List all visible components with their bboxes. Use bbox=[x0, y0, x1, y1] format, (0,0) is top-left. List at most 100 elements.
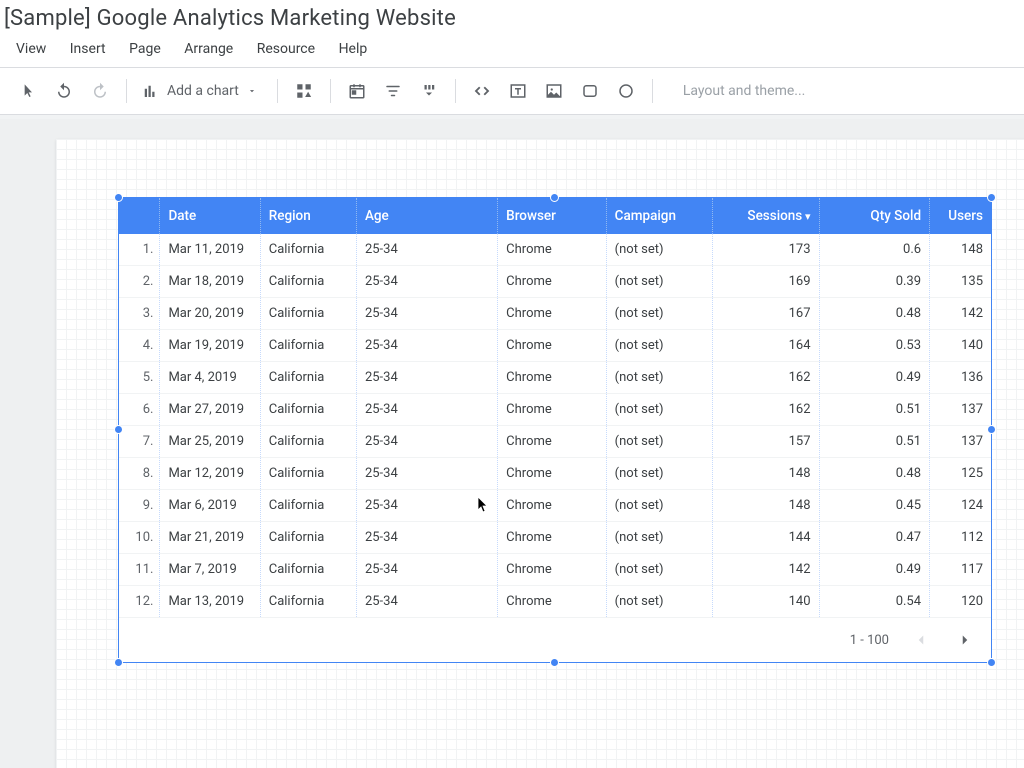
cell-sessions: 148 bbox=[713, 458, 819, 490]
cell-age: 25-34 bbox=[356, 586, 497, 618]
cell-region: California bbox=[260, 362, 356, 394]
cell-index: 11. bbox=[119, 554, 160, 586]
table-row[interactable]: 5.Mar 4, 2019California25-34Chrome(not s… bbox=[119, 362, 991, 394]
redo-button[interactable] bbox=[84, 75, 116, 107]
resize-handle-top-right[interactable] bbox=[987, 193, 996, 202]
data-table: Date Region Age Browser Campaign Session… bbox=[119, 198, 991, 618]
resize-handle-bottom-left[interactable] bbox=[114, 658, 123, 667]
add-chart-dropdown[interactable]: Add a chart bbox=[137, 75, 267, 107]
cell-campaign: (not set) bbox=[606, 426, 712, 458]
layout-theme-button[interactable]: Layout and theme... bbox=[683, 83, 806, 99]
add-chart-label: Add a chart bbox=[167, 83, 239, 99]
undo-button[interactable] bbox=[48, 75, 80, 107]
cell-age: 25-34 bbox=[356, 458, 497, 490]
resize-handle-mid-left[interactable] bbox=[114, 425, 123, 434]
cell-users: 140 bbox=[930, 330, 991, 362]
cell-sessions: 162 bbox=[713, 394, 819, 426]
cell-qty: 0.47 bbox=[819, 522, 930, 554]
pager-next-button[interactable] bbox=[953, 628, 977, 652]
cell-campaign: (not set) bbox=[606, 394, 712, 426]
cell-users: 136 bbox=[930, 362, 991, 394]
table-row[interactable]: 3.Mar 20, 2019California25-34Chrome(not … bbox=[119, 298, 991, 330]
table-row[interactable]: 8.Mar 12, 2019California25-34Chrome(not … bbox=[119, 458, 991, 490]
report-page[interactable]: Date Region Age Browser Campaign Session… bbox=[56, 139, 1024, 768]
table-row[interactable]: 11.Mar 7, 2019California25-34Chrome(not … bbox=[119, 554, 991, 586]
table-row[interactable]: 6.Mar 27, 2019California25-34Chrome(not … bbox=[119, 394, 991, 426]
rectangle-button[interactable] bbox=[574, 75, 606, 107]
table-header-row: Date Region Age Browser Campaign Session… bbox=[119, 198, 991, 234]
table-row[interactable]: 2.Mar 18, 2019California25-34Chrome(not … bbox=[119, 266, 991, 298]
select-tool[interactable] bbox=[12, 75, 44, 107]
cell-qty: 0.49 bbox=[819, 362, 930, 394]
cell-region: California bbox=[260, 554, 356, 586]
circle-button[interactable] bbox=[610, 75, 642, 107]
cell-users: 137 bbox=[930, 394, 991, 426]
resize-handle-top-center[interactable] bbox=[550, 193, 559, 202]
cell-sessions: 157 bbox=[713, 426, 819, 458]
cell-age: 25-34 bbox=[356, 426, 497, 458]
cell-region: California bbox=[260, 458, 356, 490]
pager-prev-button[interactable] bbox=[909, 628, 933, 652]
menu-arrange[interactable]: Arrange bbox=[174, 37, 243, 61]
cell-campaign: (not set) bbox=[606, 266, 712, 298]
cell-browser: Chrome bbox=[498, 522, 606, 554]
cell-campaign: (not set) bbox=[606, 490, 712, 522]
cell-qty: 0.53 bbox=[819, 330, 930, 362]
resize-handle-top-left[interactable] bbox=[114, 193, 123, 202]
cell-index: 4. bbox=[119, 330, 160, 362]
data-control-button[interactable] bbox=[413, 75, 445, 107]
menu-page[interactable]: Page bbox=[119, 37, 171, 61]
cell-index: 2. bbox=[119, 266, 160, 298]
toolbar-separator bbox=[652, 79, 653, 103]
filter-control-button[interactable] bbox=[377, 75, 409, 107]
table-row[interactable]: 10.Mar 21, 2019California25-34Chrome(not… bbox=[119, 522, 991, 554]
cell-region: California bbox=[260, 522, 356, 554]
col-header-age[interactable]: Age bbox=[356, 198, 497, 234]
menu-resource[interactable]: Resource bbox=[247, 37, 325, 61]
resize-handle-bottom-center[interactable] bbox=[550, 658, 559, 667]
col-header-index[interactable] bbox=[119, 198, 160, 234]
cell-region: California bbox=[260, 266, 356, 298]
resize-handle-mid-right[interactable] bbox=[987, 425, 996, 434]
col-header-browser[interactable]: Browser bbox=[498, 198, 606, 234]
cell-users: 120 bbox=[930, 586, 991, 618]
text-button[interactable] bbox=[502, 75, 534, 107]
menu-view[interactable]: View bbox=[6, 37, 56, 61]
table-row[interactable]: 7.Mar 25, 2019California25-34Chrome(not … bbox=[119, 426, 991, 458]
cell-browser: Chrome bbox=[498, 426, 606, 458]
cell-qty: 0.49 bbox=[819, 554, 930, 586]
col-header-campaign[interactable]: Campaign bbox=[606, 198, 712, 234]
cell-index: 6. bbox=[119, 394, 160, 426]
cell-users: 117 bbox=[930, 554, 991, 586]
cell-index: 10. bbox=[119, 522, 160, 554]
cell-qty: 0.51 bbox=[819, 394, 930, 426]
menu-insert[interactable]: Insert bbox=[60, 37, 116, 61]
table-row[interactable]: 12.Mar 13, 2019California25-34Chrome(not… bbox=[119, 586, 991, 618]
pager-range: 1 - 100 bbox=[850, 633, 889, 648]
date-range-button[interactable] bbox=[341, 75, 373, 107]
canvas[interactable]: Date Region Age Browser Campaign Session… bbox=[0, 119, 1024, 768]
community-viz-button[interactable] bbox=[288, 75, 320, 107]
resize-handle-bottom-right[interactable] bbox=[987, 658, 996, 667]
col-header-sessions[interactable]: Sessions bbox=[713, 198, 819, 234]
table-row[interactable]: 4.Mar 19, 2019California25-34Chrome(not … bbox=[119, 330, 991, 362]
cell-users: 124 bbox=[930, 490, 991, 522]
cell-age: 25-34 bbox=[356, 362, 497, 394]
image-button[interactable] bbox=[538, 75, 570, 107]
col-header-date[interactable]: Date bbox=[160, 198, 260, 234]
document-title[interactable]: [Sample] Google Analytics Marketing Webs… bbox=[0, 0, 1024, 33]
cell-age: 25-34 bbox=[356, 394, 497, 426]
cell-region: California bbox=[260, 426, 356, 458]
col-header-region[interactable]: Region bbox=[260, 198, 356, 234]
table-widget[interactable]: Date Region Age Browser Campaign Session… bbox=[118, 197, 992, 663]
cell-region: California bbox=[260, 586, 356, 618]
menu-help[interactable]: Help bbox=[329, 37, 378, 61]
table-row[interactable]: 9.Mar 6, 2019California25-34Chrome(not s… bbox=[119, 490, 991, 522]
cell-date: Mar 27, 2019 bbox=[160, 394, 260, 426]
cell-browser: Chrome bbox=[498, 234, 606, 266]
col-header-qty[interactable]: Qty Sold bbox=[819, 198, 930, 234]
col-header-users[interactable]: Users bbox=[930, 198, 991, 234]
cell-users: 135 bbox=[930, 266, 991, 298]
embed-button[interactable] bbox=[466, 75, 498, 107]
table-row[interactable]: 1.Mar 11, 2019California25-34Chrome(not … bbox=[119, 234, 991, 266]
